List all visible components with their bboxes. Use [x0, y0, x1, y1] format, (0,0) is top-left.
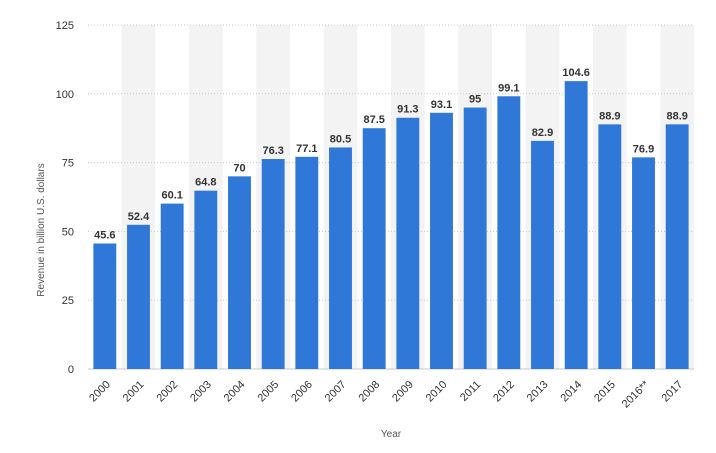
bar — [497, 96, 521, 370]
bar — [564, 81, 588, 369]
y-tick-label: 100 — [56, 89, 74, 101]
x-axis-ticks: 2000 2001 2002 2003 2004 2005 2006 2007 2008 2009… — [87, 378, 685, 410]
data-label: 82.9 — [532, 127, 553, 139]
data-label: 60.1 — [161, 190, 182, 202]
x-tick-label: 2013 — [525, 379, 551, 405]
y-tick-label: 125 — [56, 20, 74, 32]
bar — [93, 243, 117, 369]
x-tick-label: 2005 — [255, 379, 281, 405]
bar — [531, 140, 554, 369]
y-tick-label: 25 — [62, 295, 74, 307]
data-label: 91.3 — [397, 104, 418, 116]
y-axis-title: Revenue in billion U.S. dollars — [36, 163, 47, 296]
data-label: 76.3 — [262, 145, 283, 157]
x-tick-label: 2012 — [491, 379, 517, 405]
data-labels: 45.6 52.4 60.1 64.8 70 76.3 77.1 80.5 87.5 91.3 93… — [94, 67, 688, 241]
data-label: 76.9 — [633, 143, 654, 155]
bar — [396, 117, 420, 369]
x-tick-label: 2017 — [659, 379, 685, 405]
y-tick-label: 0 — [68, 364, 74, 376]
data-label: 104.6 — [562, 67, 590, 79]
bar — [362, 128, 386, 369]
bar — [160, 203, 184, 369]
data-label: 87.5 — [363, 114, 384, 126]
x-tick-label: 2004 — [222, 379, 248, 405]
data-label: 70 — [233, 162, 245, 174]
data-label: 77.1 — [296, 143, 317, 155]
bar — [261, 159, 285, 369]
data-label: 64.8 — [195, 177, 216, 189]
x-tick-label: 2016** — [620, 378, 652, 410]
bar — [430, 112, 453, 369]
bar — [329, 147, 352, 369]
bar — [194, 190, 218, 369]
bar — [632, 157, 655, 369]
x-tick-label: 2007 — [323, 379, 349, 405]
x-tick-label: 2011 — [458, 379, 483, 404]
x-axis-title: Year — [381, 429, 402, 440]
y-tick-label: 50 — [62, 226, 74, 238]
data-label: 45.6 — [94, 230, 115, 242]
x-tick-label: 2009 — [390, 379, 416, 405]
x-tick-label: 2006 — [289, 379, 315, 405]
x-tick-label: 2010 — [424, 379, 450, 405]
bar — [598, 124, 622, 369]
data-label: 88.9 — [599, 110, 620, 122]
data-label: 52.4 — [128, 211, 150, 223]
x-tick-label: 2008 — [356, 379, 382, 405]
data-label: 95 — [469, 94, 481, 106]
gridlines — [88, 24, 694, 370]
bar — [463, 107, 487, 369]
y-tick-label: 75 — [62, 158, 74, 170]
data-label: 88.9 — [666, 110, 687, 122]
x-tick-label: 2001 — [121, 379, 147, 405]
bar — [228, 176, 251, 369]
bars — [93, 81, 689, 370]
data-label: 99.1 — [498, 82, 519, 94]
x-tick-label: 2003 — [188, 379, 214, 405]
x-tick-label: 2015 — [592, 379, 618, 405]
x-tick-label: 2014 — [558, 379, 584, 405]
x-tick-label: 2000 — [87, 379, 113, 405]
x-tick-label: 2002 — [154, 379, 180, 405]
data-label: 93.1 — [431, 99, 452, 111]
bar — [665, 124, 689, 369]
bar — [295, 156, 319, 369]
data-label: 80.5 — [330, 133, 351, 145]
y-axis-ticks: 0 25 50 75 100 125 — [56, 20, 74, 376]
bar — [127, 224, 150, 369]
